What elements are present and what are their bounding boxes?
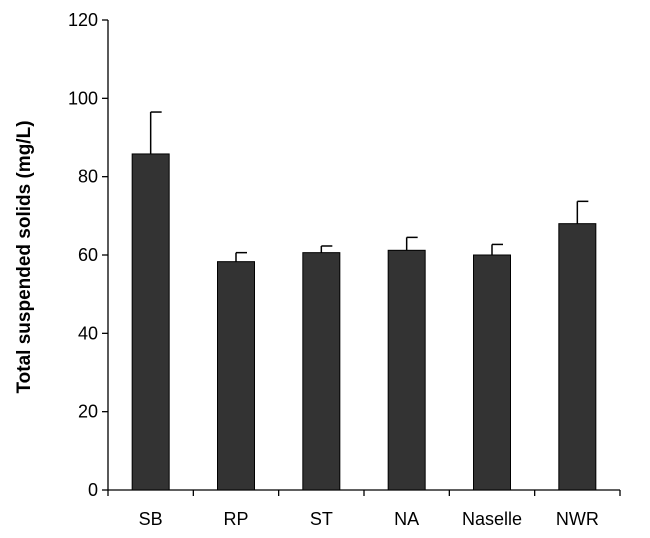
y-tick-label: 60 bbox=[78, 245, 98, 265]
y-tick-label: 100 bbox=[68, 88, 98, 108]
bar-rp bbox=[217, 261, 255, 491]
y-axis: 0 20 40 60 80 100 120 bbox=[68, 10, 109, 500]
bars bbox=[131, 111, 597, 491]
bar-naselle bbox=[473, 254, 511, 491]
bar-sb bbox=[131, 153, 170, 491]
bar-na bbox=[387, 249, 426, 491]
y-tick-label: 40 bbox=[78, 323, 98, 343]
x-tick-label: ST bbox=[310, 509, 333, 529]
y-tick-label: 0 bbox=[88, 480, 98, 500]
y-axis-title: Total suspended solids (mg/L) bbox=[14, 120, 35, 393]
y-tick-label: 20 bbox=[78, 402, 98, 422]
x-tick-label: SB bbox=[139, 509, 163, 529]
x-tick-label: Naselle bbox=[462, 509, 522, 529]
x-tick-label: NA bbox=[394, 509, 419, 529]
x-axis: SB RP ST NA Naselle NWR bbox=[107, 489, 621, 529]
x-tick-label: RP bbox=[223, 509, 248, 529]
bar-st bbox=[302, 252, 341, 491]
bar-nwr bbox=[558, 223, 597, 491]
y-tick-label: 80 bbox=[78, 167, 98, 187]
y-tick-label: 120 bbox=[68, 10, 98, 30]
x-tick-label: NWR bbox=[556, 509, 599, 529]
